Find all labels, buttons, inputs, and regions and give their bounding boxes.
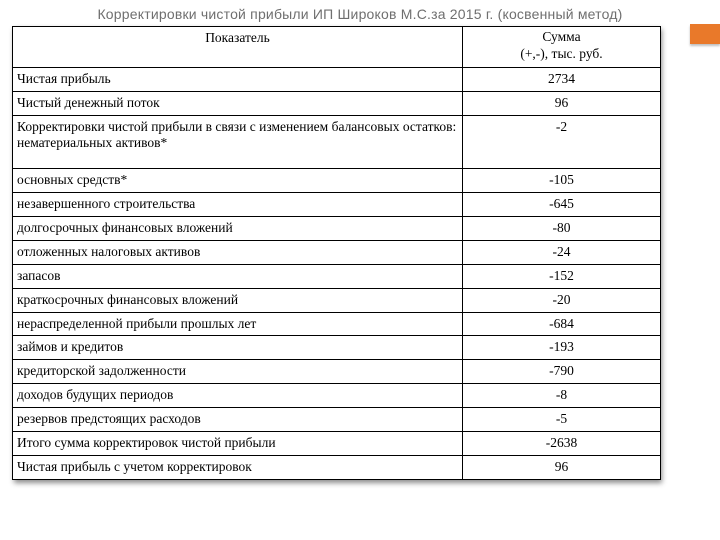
row-label: нераспределенной прибыли прошлых лет — [13, 312, 463, 336]
row-label: Чистая прибыль — [13, 67, 463, 91]
row-value: -193 — [463, 336, 661, 360]
row-label: Чистая прибыль с учетом корректировок — [13, 455, 463, 479]
row-value: -105 — [463, 169, 661, 193]
row-label: незавершенного строительства — [13, 193, 463, 217]
row-value: -2 — [463, 115, 661, 169]
row-label: краткосрочных финансовых вложений — [13, 288, 463, 312]
col-header-amount: Сумма(+,-), тыс. руб. — [463, 27, 661, 68]
adjustments-table-wrap: Показатель Сумма(+,-), тыс. руб. Чистая … — [12, 26, 660, 480]
row-value: -80 — [463, 217, 661, 241]
row-label: Итого сумма корректировок чистой прибыли — [13, 431, 463, 455]
row-label: доходов будущих периодов — [13, 384, 463, 408]
row-value: 96 — [463, 91, 661, 115]
table-row: долгосрочных финансовых вложений-80 — [13, 217, 661, 241]
table-row: резервов предстоящих расходов-5 — [13, 408, 661, 432]
table-body: Чистая прибыль2734Чистый денежный поток9… — [13, 67, 661, 479]
row-label: долгосрочных финансовых вложений — [13, 217, 463, 241]
accent-box — [690, 24, 720, 44]
row-label: займов и кредитов — [13, 336, 463, 360]
table-row: краткосрочных финансовых вложений-20 — [13, 288, 661, 312]
row-value: -5 — [463, 408, 661, 432]
row-label: отложенных налоговых активов — [13, 240, 463, 264]
table-row: доходов будущих периодов-8 — [13, 384, 661, 408]
row-label: Чистый денежный поток — [13, 91, 463, 115]
row-value: -8 — [463, 384, 661, 408]
row-value: -790 — [463, 360, 661, 384]
slide-title: Корректировки чистой прибыли ИП Широков … — [0, 0, 720, 26]
row-value: -645 — [463, 193, 661, 217]
table-row: Чистая прибыль с учетом корректировок96 — [13, 455, 661, 479]
table-row: незавершенного строительства-645 — [13, 193, 661, 217]
table-row: отложенных налоговых активов-24 — [13, 240, 661, 264]
row-label: запасов — [13, 264, 463, 288]
table-row: нераспределенной прибыли прошлых лет-684 — [13, 312, 661, 336]
row-label: Корректировки чистой прибыли в связи с и… — [13, 115, 463, 169]
row-value: -152 — [463, 264, 661, 288]
col-header-indicator: Показатель — [13, 27, 463, 68]
table-row: Корректировки чистой прибыли в связи с и… — [13, 115, 661, 169]
row-value: -20 — [463, 288, 661, 312]
row-value: -24 — [463, 240, 661, 264]
table-row: займов и кредитов-193 — [13, 336, 661, 360]
table-row: кредиторской задолженности-790 — [13, 360, 661, 384]
table-row: запасов-152 — [13, 264, 661, 288]
row-label: кредиторской задолженности — [13, 360, 463, 384]
table-header-row: Показатель Сумма(+,-), тыс. руб. — [13, 27, 661, 68]
table-row: Итого сумма корректировок чистой прибыли… — [13, 431, 661, 455]
adjustments-table: Показатель Сумма(+,-), тыс. руб. Чистая … — [12, 26, 661, 480]
row-value: 2734 — [463, 67, 661, 91]
table-row: Чистый денежный поток96 — [13, 91, 661, 115]
row-value: 96 — [463, 455, 661, 479]
row-value: -2638 — [463, 431, 661, 455]
row-label: основных средств* — [13, 169, 463, 193]
row-value: -684 — [463, 312, 661, 336]
table-row: основных средств*-105 — [13, 169, 661, 193]
table-row: Чистая прибыль2734 — [13, 67, 661, 91]
row-label: резервов предстоящих расходов — [13, 408, 463, 432]
